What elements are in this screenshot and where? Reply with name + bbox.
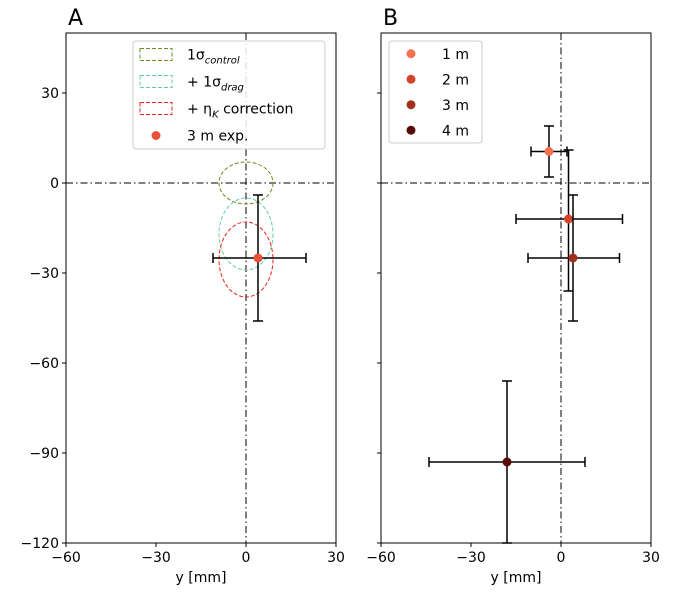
legend-box bbox=[388, 40, 483, 144]
legend-entry: 2 m bbox=[406, 72, 469, 88]
ellipse-1-sigma-drag bbox=[218, 197, 274, 271]
legend-entry: 3 m bbox=[406, 98, 469, 114]
panel-label: B bbox=[383, 6, 398, 31]
legend-marker bbox=[406, 125, 416, 135]
ellipse-1-sigma-control bbox=[218, 161, 274, 205]
x-tick-label: 30 bbox=[327, 550, 345, 566]
legend-marker bbox=[151, 131, 161, 140]
marker bbox=[544, 147, 554, 156]
marker bbox=[253, 253, 263, 263]
legend-marker bbox=[406, 49, 416, 59]
legend-swatch bbox=[139, 48, 173, 61]
data-point-3-m-exp- bbox=[212, 194, 307, 322]
marker bbox=[502, 457, 512, 467]
x-axis-label: y [mm] bbox=[491, 570, 542, 586]
x-tick-label: −30 bbox=[141, 550, 171, 566]
panel-label: A bbox=[68, 6, 83, 31]
legend-label: 3 m exp. bbox=[187, 129, 248, 145]
data-point-2-m bbox=[515, 149, 624, 292]
legend-entry: 3 m exp. bbox=[151, 129, 248, 145]
x-tick-label: −60 bbox=[366, 550, 396, 566]
legend-swatch bbox=[139, 75, 173, 88]
axes-frame bbox=[380, 32, 652, 544]
y-tick-label: −120 bbox=[21, 536, 59, 552]
marker bbox=[564, 214, 573, 224]
data-point-1-m bbox=[530, 125, 568, 178]
legend-marker bbox=[406, 100, 416, 110]
legend-entry: 1 m bbox=[406, 47, 469, 63]
panel-b: B −60 −30 0 30 y [mm] 1 m 2 m 3 m 4 m bbox=[366, 6, 660, 586]
x-tick-label: −30 bbox=[456, 550, 486, 566]
legend-swatch bbox=[139, 102, 173, 115]
legend-box bbox=[132, 40, 326, 150]
data-point-4-m bbox=[428, 380, 586, 544]
x-tick-label: 0 bbox=[557, 550, 566, 566]
x-tick-label: −60 bbox=[51, 550, 81, 566]
legend-label: 3 m bbox=[442, 98, 469, 114]
legend: 1 m 2 m 3 m 4 m bbox=[388, 40, 483, 144]
legend-entry: 4 m bbox=[406, 123, 469, 139]
y-tick-label: −60 bbox=[29, 356, 59, 372]
ellipse-eta-k-correction bbox=[218, 221, 274, 298]
axes-frame bbox=[65, 32, 337, 544]
y-tick-label: −30 bbox=[29, 266, 59, 282]
y-tick-label: 30 bbox=[41, 86, 59, 102]
legend-marker bbox=[406, 74, 416, 84]
x-tick-label: 0 bbox=[242, 550, 251, 566]
x-tick-label: 30 bbox=[642, 550, 660, 566]
x-axis-label: y [mm] bbox=[176, 570, 227, 586]
y-tick-label: 0 bbox=[50, 176, 59, 192]
panel-a: A −60 −30 0 30 −120 −90 −60 −30 0 30 y [mm] 1σcontro… bbox=[21, 6, 345, 586]
data-point-3-m bbox=[527, 194, 621, 322]
legend-label: 4 m bbox=[442, 123, 469, 139]
legend-label: 2 m bbox=[442, 72, 469, 88]
y-tick-label: −90 bbox=[29, 446, 59, 462]
marker bbox=[568, 253, 578, 263]
legend-label: 1 m bbox=[442, 47, 469, 63]
